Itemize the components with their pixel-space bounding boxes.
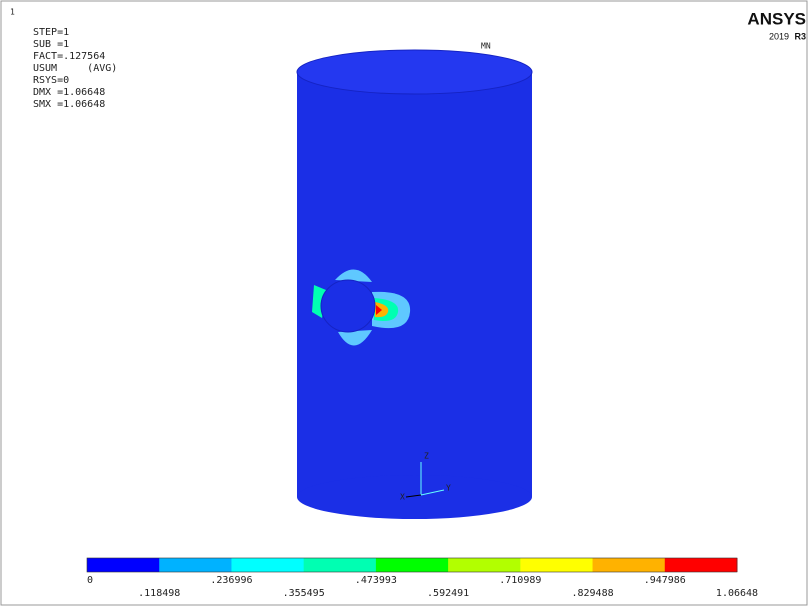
info-line: USUM (AVG) (33, 63, 117, 74)
legend-label: .592491 (427, 588, 469, 599)
logo-version: 2019 (769, 31, 789, 41)
legend-label: .118498 (138, 588, 180, 599)
legend-label: 1.06648 (716, 588, 758, 599)
triad-x: X (400, 493, 405, 502)
legend-label: .355495 (283, 588, 325, 599)
legend-band (87, 558, 160, 572)
info-line: SUB =1 (33, 39, 69, 50)
triad-y: Y (446, 484, 451, 493)
viewport: 1 STEP=1SUB =1FACT=.127564USUM (AVG)RSYS… (0, 0, 809, 607)
info-line: FACT=.127564 (33, 51, 105, 62)
legend-band (448, 558, 521, 572)
info-line: DMX =1.06648 (33, 87, 105, 98)
info-line: SMX =1.06648 (33, 99, 105, 110)
cylinder-bottom (297, 475, 532, 519)
info-line: STEP=1 (33, 27, 69, 38)
legend-band (231, 558, 304, 572)
logo-release: R3 (794, 31, 806, 41)
legend-band (520, 558, 593, 572)
min-label: MN (481, 42, 491, 51)
legend-band (665, 558, 738, 572)
legend-band (376, 558, 449, 572)
legend-band (593, 558, 666, 572)
legend-label: .829488 (571, 588, 613, 599)
info-line: RSYS=0 (33, 75, 69, 86)
legend-label: .473993 (355, 575, 397, 586)
corner-mark: 1 (10, 8, 15, 17)
legend-band (304, 558, 377, 572)
legend-band (159, 558, 232, 572)
logo-title: ANSYS (747, 9, 806, 28)
legend-label: 0 (87, 575, 93, 586)
model: MN (297, 42, 532, 520)
legend-label: .947986 (644, 575, 686, 586)
cylinder-top (297, 50, 532, 94)
hole (321, 280, 375, 332)
legend-label: .710989 (499, 575, 541, 586)
triad-z: Z (424, 452, 429, 461)
legend-label: .236996 (210, 575, 252, 586)
